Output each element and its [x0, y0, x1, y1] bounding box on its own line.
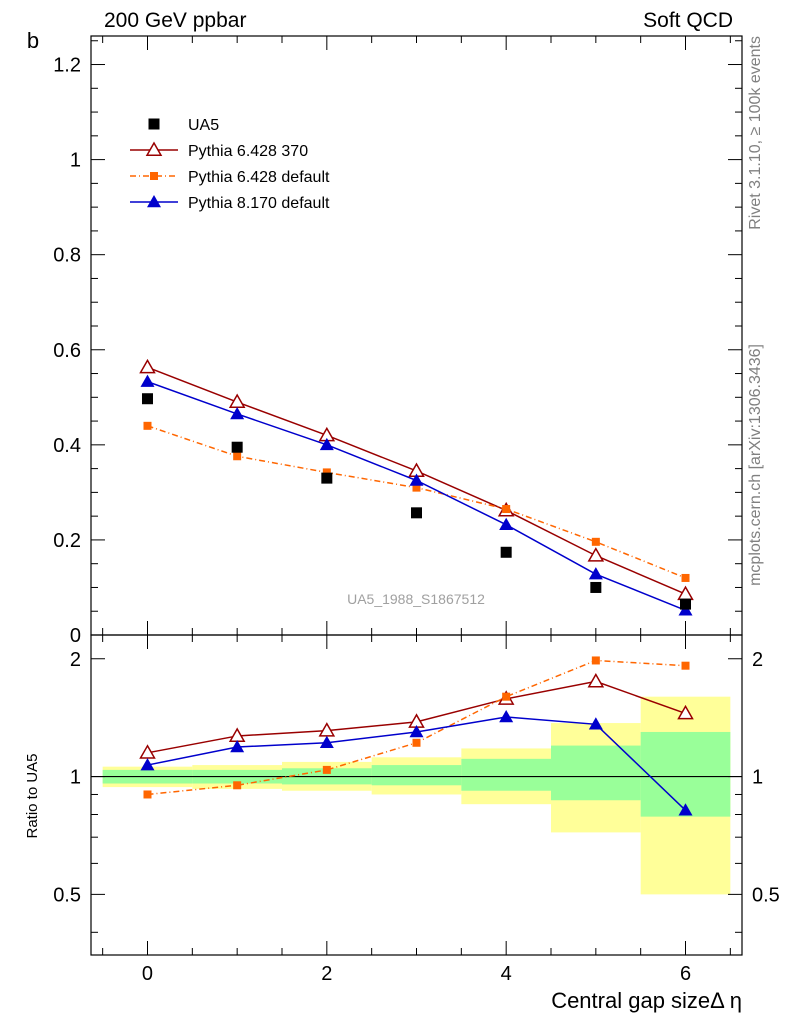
- series-point-2: [140, 374, 155, 387]
- x-axis-label: Central gap sizeΔ η: [551, 988, 742, 1013]
- series-point-2: [588, 567, 603, 580]
- series-point-0: [139, 358, 156, 374]
- ratio-point-2: [409, 724, 424, 738]
- series-point-2: [319, 437, 334, 451]
- y-tick-label: 0.2: [53, 530, 81, 552]
- series-point-1: [322, 468, 331, 477]
- ratio-point-1: [412, 738, 421, 747]
- y-tick-label: 0.8: [53, 245, 81, 267]
- ratio-y-tick-label-right: 0.5: [752, 884, 780, 906]
- ratio-point-0: [677, 704, 694, 720]
- y-tick-label: 0.4: [53, 435, 81, 457]
- ratio-point-1: [143, 790, 152, 799]
- data-point: [680, 598, 692, 610]
- x-tick-label: 6: [680, 963, 691, 985]
- analysis-label: UA5_1988_S1867512: [347, 591, 485, 607]
- y-axis-label: b: [27, 28, 39, 53]
- ratio-point-2: [230, 740, 245, 753]
- series-point-1: [502, 505, 511, 514]
- y-tick-label: 1.2: [53, 55, 81, 77]
- legend-marker: [150, 172, 158, 180]
- data-point: [231, 441, 243, 453]
- ratio-band-inner: [461, 758, 552, 791]
- series-point-1: [412, 483, 421, 492]
- series-point-1: [143, 421, 152, 430]
- ratio-point-2: [319, 735, 334, 749]
- legend-marker: [148, 118, 160, 130]
- ratio-y-tick-label-right: 1: [752, 767, 763, 789]
- ratio-point-0: [587, 672, 605, 688]
- ratio-point-1: [681, 661, 690, 670]
- ratio-point-2: [678, 803, 693, 816]
- x-tick-label: 4: [501, 963, 512, 985]
- ratio-point-2: [140, 758, 155, 771]
- x-tick-label: 0: [142, 963, 153, 985]
- ratio-y-tick-label: 0.5: [53, 884, 81, 906]
- legend-label: Pythia 6.428 default: [188, 169, 330, 186]
- ratio-y-axis-label: Ratio to UA5: [24, 753, 41, 838]
- x-tick-label: 2: [321, 963, 332, 985]
- side-label-rivet: Rivet 3.1.10, ≥ 100k events: [747, 36, 764, 230]
- ratio-point-2: [588, 717, 603, 730]
- ratio-point-1: [591, 656, 600, 665]
- ratio-y-tick-label-right: 2: [752, 649, 763, 671]
- series-point-1: [681, 573, 690, 582]
- data-point: [141, 393, 153, 405]
- ratio-band-inner: [371, 765, 462, 786]
- ratio-point-0: [139, 744, 156, 759]
- data-point: [411, 507, 422, 519]
- ratio-point-1: [502, 692, 511, 701]
- legend-marker: [145, 141, 163, 156]
- title-right: Soft QCD: [643, 9, 733, 32]
- ratio-point-1: [322, 765, 331, 774]
- series-point-1: [233, 452, 242, 461]
- data-point: [590, 581, 602, 593]
- ratio-y-tick-label: 1: [70, 767, 81, 789]
- legend-marker: [147, 195, 161, 208]
- legend-label: Pythia 8.170 default: [188, 195, 330, 212]
- ratio-point-2: [499, 709, 514, 723]
- ratio-point-1: [233, 781, 242, 790]
- data-point: [321, 472, 333, 484]
- series-point-0: [587, 547, 605, 562]
- y-tick-label: 1: [70, 150, 81, 172]
- data-point: [500, 546, 512, 558]
- legend-label: UA5: [188, 117, 219, 134]
- ratio-band-inner: [551, 745, 641, 801]
- ratio-y-tick-label: 2: [70, 649, 81, 671]
- series-point-2: [409, 473, 424, 486]
- y-tick-label: 0.6: [53, 340, 81, 362]
- series-point-1: [591, 537, 600, 546]
- side-label-mcplots: mcplots.cern.ch [arXiv:1306.3436]: [747, 344, 764, 586]
- series-point-2: [499, 517, 514, 530]
- ratio-band-inner: [640, 731, 731, 817]
- series-point-2: [230, 406, 245, 420]
- legend-label: Pythia 6.428 370: [188, 143, 308, 160]
- title-left: 200 GeV ppbar: [104, 9, 246, 32]
- y-tick-label: 0: [70, 625, 81, 647]
